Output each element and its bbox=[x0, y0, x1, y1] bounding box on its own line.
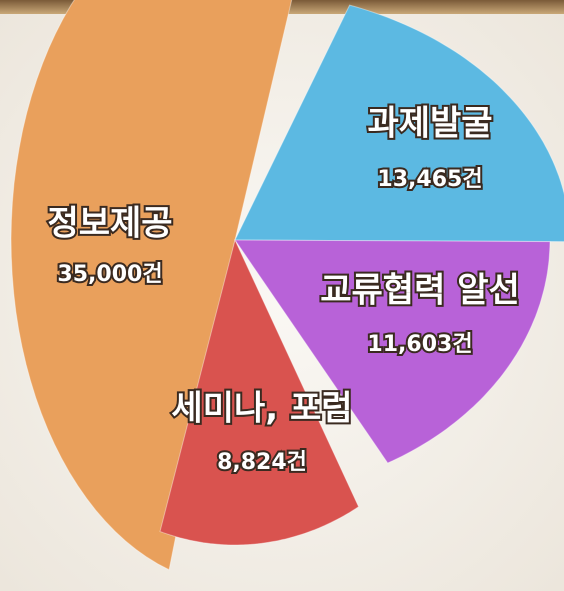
slice-name: 정보제공 bbox=[47, 204, 172, 244]
slices bbox=[10, 0, 564, 571]
slice-value: 13,465건 bbox=[377, 167, 482, 192]
pie-slice bbox=[159, 238, 360, 546]
pie-slice bbox=[10, 0, 293, 571]
pie-slice bbox=[234, 4, 564, 243]
pie-slice bbox=[234, 239, 551, 464]
slice-value: 35,000건 bbox=[57, 262, 162, 287]
slice-name: 교류협력 알선 bbox=[320, 271, 520, 311]
slice-name: 세미나, 포럼 bbox=[171, 389, 352, 429]
slice-value: 8,824건 bbox=[217, 450, 307, 475]
slice-value: 11,603건 bbox=[367, 332, 472, 357]
slice-name: 과제발굴 bbox=[367, 104, 492, 144]
